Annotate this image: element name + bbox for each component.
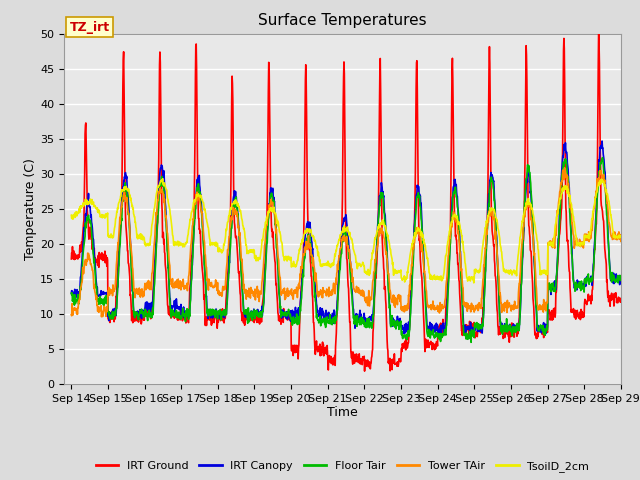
X-axis label: Time: Time [327, 407, 358, 420]
Y-axis label: Temperature (C): Temperature (C) [24, 158, 37, 260]
Legend: IRT Ground, IRT Canopy, Floor Tair, Tower TAir, TsoilD_2cm: IRT Ground, IRT Canopy, Floor Tair, Towe… [91, 457, 594, 477]
Title: Surface Temperatures: Surface Temperatures [258, 13, 427, 28]
Text: TZ_irt: TZ_irt [70, 21, 109, 34]
